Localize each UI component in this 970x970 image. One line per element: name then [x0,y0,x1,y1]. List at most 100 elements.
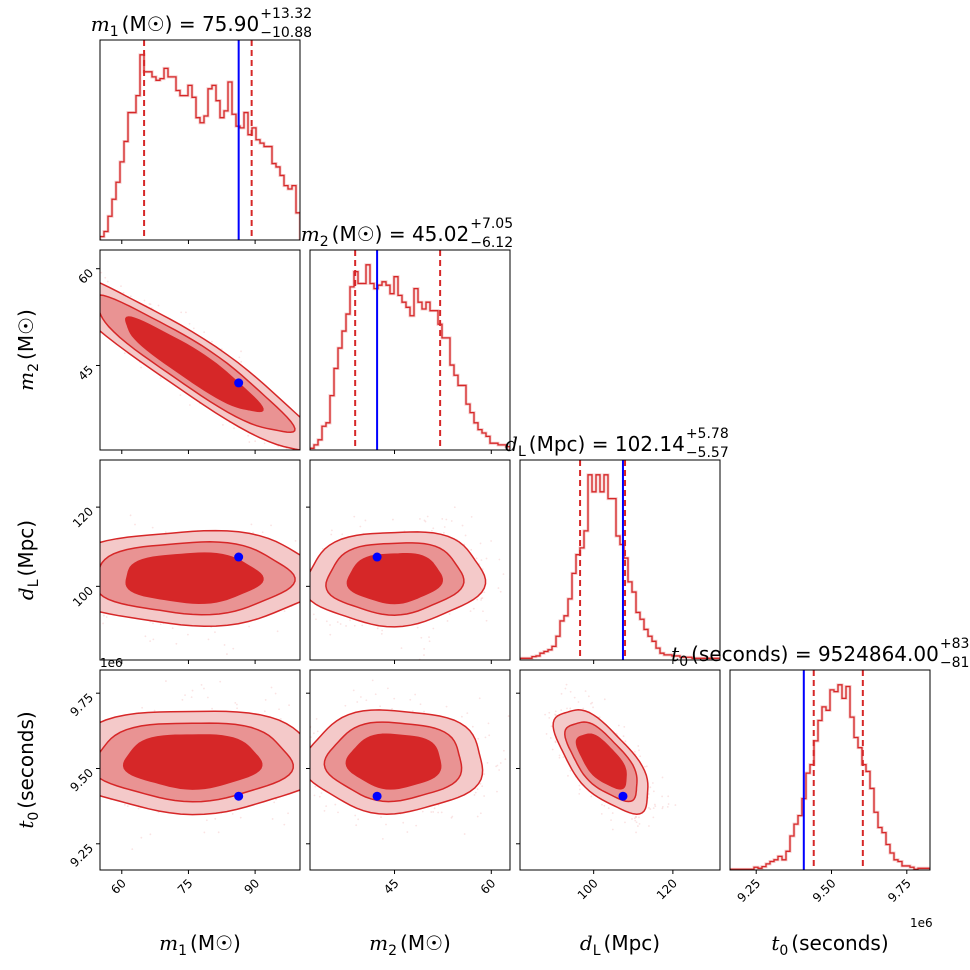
sample-point [352,478,354,480]
contour-panel-m2-dL [302,459,540,664]
sample-point [402,821,405,824]
sample-point [624,740,627,743]
sample-point [647,806,650,809]
sample-point [157,304,160,307]
sample-point [460,715,463,718]
sample-point [319,471,321,473]
sample-point [345,534,347,536]
histogram-halo [520,473,720,660]
sample-point [376,627,379,630]
title-dL-plus: +5.78 [686,426,729,442]
sample-point [281,455,283,457]
sample-point [426,515,429,518]
histogram-step [310,264,510,450]
sample-point [445,518,448,521]
sample-point [569,707,572,710]
sample-point [302,559,304,561]
histogram-panel-m2 [309,249,511,454]
sample-point [582,707,585,710]
sample-point [423,710,425,713]
sample-point [562,756,565,758]
sample-point [631,818,633,820]
sample-point [548,717,551,719]
sample-point [152,638,155,641]
label-part: 0 [26,812,42,821]
sample-point [464,534,467,537]
x-tick-label: 45 [381,876,402,897]
sample-point [652,790,655,793]
sample-point [85,787,87,789]
sample-point [431,529,433,532]
sample-point [303,587,305,589]
sample-point [361,624,364,627]
sample-point [391,708,393,710]
contour-1sigma [346,553,443,605]
sample-point [635,816,638,819]
sample-point [165,680,167,682]
sample-point [320,792,323,794]
sample-point [554,741,557,744]
sample-point [312,732,315,735]
sample-point [359,525,362,528]
sample-point [304,434,306,436]
y-tick-label: 120 [70,504,96,530]
sample-point [339,623,342,625]
sample-point [478,697,481,700]
sample-point [306,776,308,778]
sample-point [470,548,473,551]
panel-plot-area [520,460,720,660]
panel-frame [99,669,301,871]
sample-point [481,785,484,788]
sample-point [68,281,70,283]
label-part: t [771,931,780,955]
x-tick-label: 75 [175,876,196,897]
sample-point [538,568,540,570]
label-part: (Mpc) [529,432,586,456]
sample-point [91,601,93,603]
sample-point [476,815,479,818]
sample-point [325,805,328,807]
sample-point [75,556,77,558]
sample-point [74,731,76,733]
sample-point [100,271,103,274]
sample-point [306,779,308,781]
sample-point [305,582,307,584]
sample-point [416,626,419,629]
x-tick-label: 60 [108,876,129,897]
sample-point [141,706,144,709]
sample-point [318,795,321,798]
sample-point [428,640,431,643]
sample-point [59,547,61,549]
sample-point [90,756,92,758]
sample-point [88,551,90,553]
sample-point [325,620,328,623]
label-part: 0 [779,943,788,959]
sample-point [497,587,500,589]
sample-point [305,531,307,533]
sample-point [321,443,323,445]
sample-point [495,765,498,768]
sample-point [386,687,389,690]
sample-point [85,563,87,565]
histogram-step [100,54,300,240]
sample-point [481,597,484,599]
x-axis-label-m1: m1 (M☉) [159,931,241,959]
sample-point [515,609,517,611]
sample-point [578,792,581,795]
title-t0: t0 (seconds) = 9524864.00 [671,642,939,670]
y-tick-label: 9.25 [67,841,96,870]
label-part: m [91,12,110,36]
label-part: d [505,432,518,456]
sample-point [638,749,640,752]
sample-point [273,801,276,804]
sample-point [192,327,195,330]
sample-point [339,483,341,485]
contour-1sigma [125,552,264,604]
label-part: m [14,372,38,391]
sample-point [315,618,317,621]
sample-point [263,710,266,713]
label-part: 2 [320,234,329,250]
label-part: t [14,820,38,829]
sample-point [624,821,626,824]
sample-point [301,764,303,766]
